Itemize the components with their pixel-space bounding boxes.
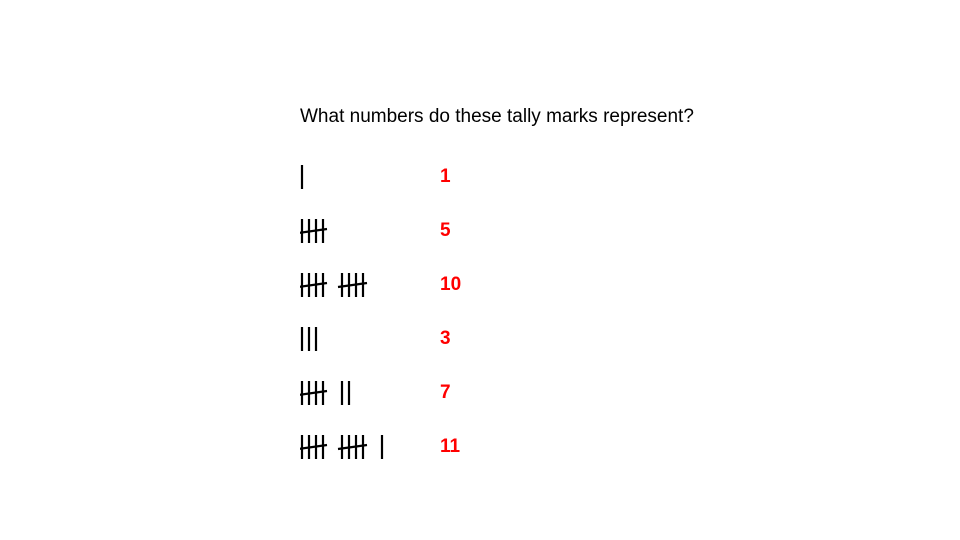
tally-marks [300,327,440,351]
tally-marks [300,435,440,459]
tally-rows-container: 1 5 10 3 7 11 [300,150,461,474]
tally-row: 1 [300,150,461,204]
tally-number: 3 [440,328,451,350]
tally-marks [300,165,440,189]
tally-row: 11 [300,420,461,474]
tally-marks [300,219,440,243]
tally-number: 10 [440,274,461,296]
question-text: What numbers do these tally marks repres… [300,106,694,128]
tally-marks [300,381,440,405]
tally-marks [300,273,440,297]
tally-number: 7 [440,382,451,404]
tally-row: 3 [300,312,461,366]
tally-number: 5 [440,220,451,242]
worksheet-page: What numbers do these tally marks repres… [0,0,960,540]
tally-row: 10 [300,258,461,312]
tally-row: 5 [300,204,461,258]
tally-row: 7 [300,366,461,420]
tally-number: 1 [440,166,451,188]
tally-number: 11 [440,436,460,458]
